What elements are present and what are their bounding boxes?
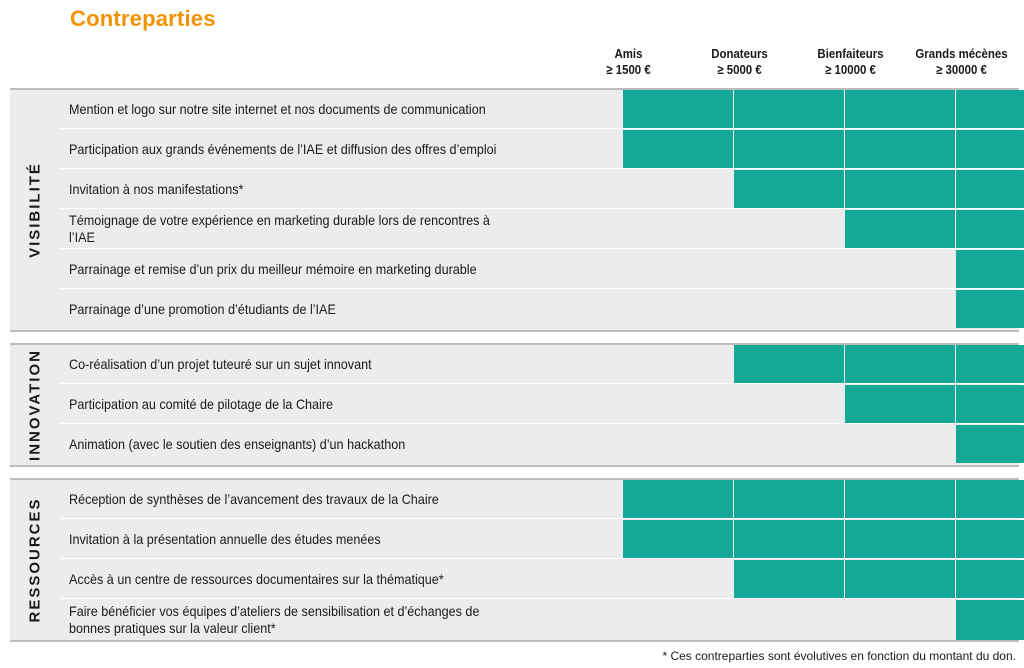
table-row: Invitation à la présentation annuelle de… [60,520,1024,559]
row-label: Co-réalisation d’un projet tuteuré sur u… [69,355,372,372]
column-header-bienfaiteurs: Bienfaiteurs ≥ 10000 € [802,46,900,78]
table-row: Parrainage et remise d’un prix du meille… [60,250,1024,289]
column-name: Amis [614,46,643,61]
column-name: Bienfaiteurs [817,46,884,61]
tier-cell-donateurs [734,250,844,288]
tier-cell-amis [623,90,733,128]
table-row: Co-réalisation d’un projet tuteuré sur u… [60,345,1024,384]
row-label: Réception de synthèses de l’avancement d… [69,490,439,507]
tier-cell-grands-mecenes [956,210,1024,248]
section-label: INNOVATION [26,349,44,461]
column-header-donateurs: Donateurs ≥ 5000 € [691,46,789,78]
tier-cell-donateurs [734,560,844,598]
tier-cell-donateurs [734,290,844,328]
section-label: RESSOURCES [26,497,44,623]
tier-cell-donateurs [734,480,844,518]
section-label: VISIBILITÉ [26,162,44,258]
footnote: * Ces contreparties sont évolutives en f… [662,649,1016,663]
table-row: Mention et logo sur notre site internet … [60,90,1024,129]
row-label: Mention et logo sur notre site internet … [69,100,486,117]
tier-cell-donateurs [734,170,844,208]
row-label: Faire bénéficier vos équipes d’ateliers … [69,603,480,636]
tier-cell-grands-mecenes [956,425,1024,463]
tier-cell-amis [623,170,733,208]
tier-cell-bienfaiteurs [845,170,955,208]
tier-cell-bienfaiteurs [845,560,955,598]
tier-cell-amis [623,130,733,168]
tier-cell-grands-mecenes [956,90,1024,128]
table-row: Participation aux grands événements de l… [60,130,1024,169]
tier-cell-amis [623,560,733,598]
row-label: Invitation à la présentation annuelle de… [69,530,381,547]
row-label: Accès à un centre de ressources document… [69,570,444,587]
column-amount: ≥ 10000 € [825,62,876,77]
page-title: Contreparties [70,6,216,31]
tier-cell-bienfaiteurs [845,130,955,168]
tier-cell-donateurs [734,385,844,423]
column-name: Grands mécènes [915,46,1008,61]
section-ressources: RESSOURCES Réception de synthèses de l’a… [10,478,1024,642]
tier-cell-bienfaiteurs [845,345,955,383]
tier-cell-bienfaiteurs [845,520,955,558]
column-amount: ≥ 1500 € [606,62,651,77]
tier-cell-amis [623,520,733,558]
tier-cell-bienfaiteurs [845,600,955,640]
tier-cell-grands-mecenes [956,480,1024,518]
section-visibilite: VISIBILITÉ Mention et logo sur notre sit… [10,88,1024,332]
table-row: Parrainage d’une promotion d’étudiants d… [60,290,1024,328]
tier-cell-amis [623,425,733,463]
table-row: Témoignage de votre expérience en market… [60,210,1024,249]
tier-cell-donateurs [734,210,844,248]
tier-cell-bienfaiteurs [845,425,955,463]
tier-cell-grands-mecenes [956,520,1024,558]
row-label: Parrainage d’une promotion d’étudiants d… [69,300,336,317]
tier-cell-donateurs [734,425,844,463]
column-amount: ≥ 5000 € [717,62,762,77]
column-header-amis: Amis ≥ 1500 € [580,46,678,78]
tier-cell-donateurs [734,130,844,168]
tier-cell-grands-mecenes [956,130,1024,168]
table-row: Réception de synthèses de l’avancement d… [60,480,1024,519]
column-name: Donateurs [711,46,768,61]
row-label: Témoignage de votre expérience en market… [69,212,490,245]
table-row: Faire bénéficier vos équipes d’ateliers … [60,600,1024,640]
tier-cell-bienfaiteurs [845,480,955,518]
tier-cell-bienfaiteurs [845,290,955,328]
tier-cell-grands-mecenes [956,345,1024,383]
row-label: Participation aux grands événements de l… [69,140,497,157]
tier-cell-bienfaiteurs [845,385,955,423]
table-row: Animation (avec le soutien des enseignan… [60,425,1024,463]
tier-cell-grands-mecenes [956,385,1024,423]
table-row: Accès à un centre de ressources document… [60,560,1024,599]
tier-cell-grands-mecenes [956,290,1024,328]
row-label: Invitation à nos manifestations* [69,180,244,197]
tier-cell-grands-mecenes [956,560,1024,598]
table-row: Participation au comité de pilotage de l… [60,385,1024,424]
tier-cell-amis [623,210,733,248]
tier-cell-amis [623,345,733,383]
table-row: Invitation à nos manifestations* [60,170,1024,209]
tier-cell-amis [623,480,733,518]
tier-cell-grands-mecenes [956,600,1024,640]
tier-cell-bienfaiteurs [845,250,955,288]
row-label: Animation (avec le soutien des enseignan… [69,435,406,452]
tier-cell-donateurs [734,520,844,558]
tier-cell-amis [623,250,733,288]
tier-cell-amis [623,290,733,328]
tier-cell-grands-mecenes [956,250,1024,288]
tier-cell-donateurs [734,345,844,383]
column-amount: ≥ 30000 € [936,62,987,77]
column-header-grands-mecenes: Grands mécènes ≥ 30000 € [913,46,1011,78]
tier-cell-bienfaiteurs [845,210,955,248]
row-label: Parrainage et remise d’un prix du meille… [69,260,477,277]
section-innovation: INNOVATION Co-réalisation d’un projet tu… [10,343,1024,467]
tier-cell-donateurs [734,90,844,128]
tier-cell-grands-mecenes [956,170,1024,208]
tier-cell-bienfaiteurs [845,90,955,128]
tier-cell-amis [623,385,733,423]
tier-cell-amis [623,600,733,640]
tier-cell-donateurs [734,600,844,640]
row-label: Participation au comité de pilotage de l… [69,395,334,412]
